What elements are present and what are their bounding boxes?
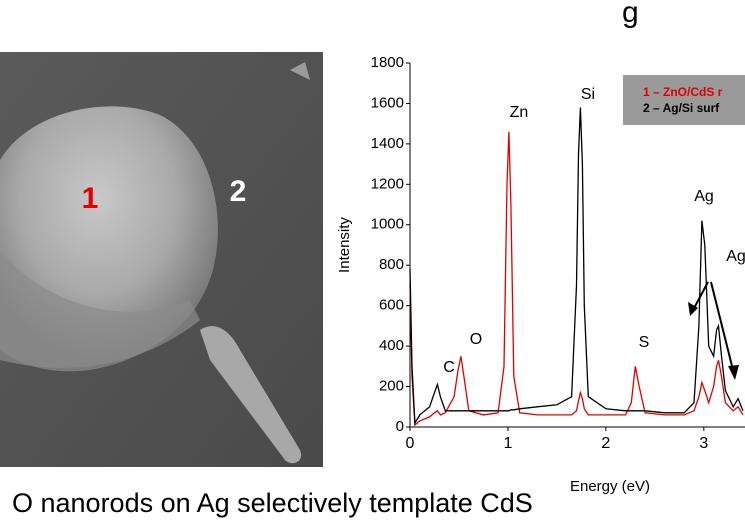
caption: O nanorods on Ag selectively template Cd… (12, 488, 533, 518)
chart: Intensity Energy (eV) 0 200 400 600 800 1000 1… (336, 54, 745, 495)
peak-label: Ag (694, 188, 714, 205)
legend-entry: 1 – ZnO/CdS r (643, 85, 723, 99)
legend-box (623, 75, 745, 125)
peak-label: Si (581, 86, 595, 103)
y-tick-label: 1000 (371, 216, 404, 233)
x-tick-label: 2 (601, 435, 610, 452)
x-tick-label: 0 (406, 435, 415, 452)
header-fragment: g (622, 0, 639, 29)
peak-label: O (470, 331, 482, 348)
y-tick-label: 1200 (371, 175, 404, 192)
sem-image: 1 2 (0, 52, 323, 467)
peak-label: S (639, 334, 650, 351)
x-tick-label: 3 (699, 435, 708, 452)
x-axis-label: Energy (eV) (570, 478, 650, 495)
y-tick-label: 1400 (371, 135, 404, 152)
y-tick-label: 400 (379, 337, 404, 354)
y-axis-label: Intensity (336, 217, 353, 273)
y-tick-label: 1600 (371, 94, 404, 111)
image-label: 1 (82, 182, 99, 215)
series-line (410, 108, 743, 424)
legend-entry: 2 – Ag/Si surf (643, 101, 720, 115)
y-tick-label: 0 (396, 418, 404, 435)
peak-label: C (443, 359, 455, 376)
slide: g 1 2 Intensity Energy (eV) 0 200 400 600 80… (0, 0, 745, 526)
image-label: 2 (230, 175, 247, 208)
peak-label: Ag (726, 248, 745, 265)
y-tick-label: 800 (379, 256, 404, 273)
x-tick-label: 1 (503, 435, 512, 452)
y-tick-label: 1800 (371, 54, 404, 71)
arrow-head (728, 365, 739, 380)
y-tick-label: 600 (379, 297, 404, 314)
y-tick-label: 200 (379, 378, 404, 395)
peak-label: Zn (510, 104, 529, 121)
